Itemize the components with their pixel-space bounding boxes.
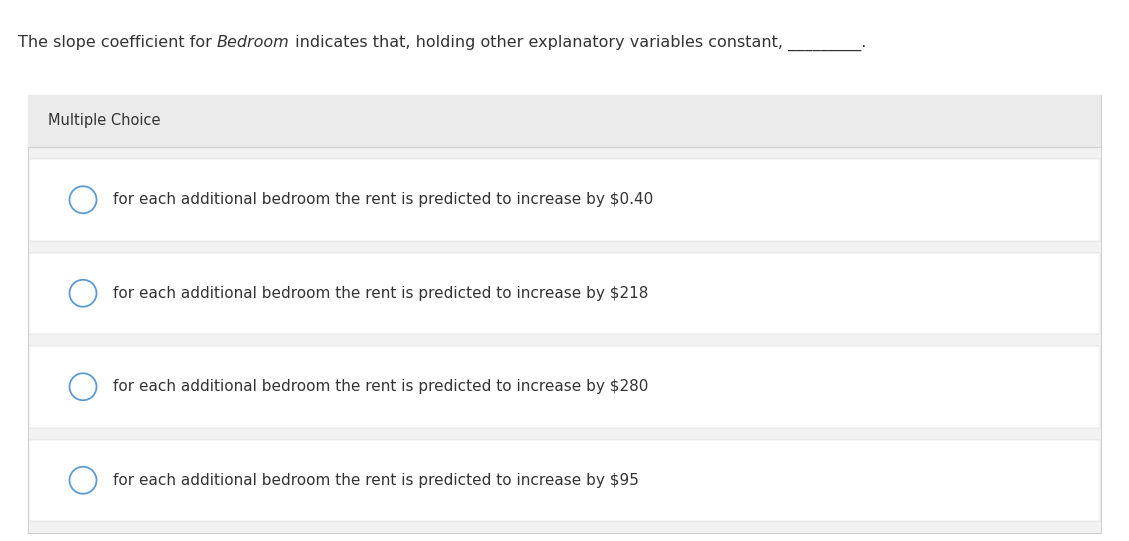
Text: The slope coefficient for: The slope coefficient for xyxy=(18,35,217,50)
Text: for each additional bedroom the rent is predicted to increase by $280: for each additional bedroom the rent is … xyxy=(113,379,648,394)
Text: Bedroom: Bedroom xyxy=(217,35,290,50)
Circle shape xyxy=(70,186,96,213)
FancyBboxPatch shape xyxy=(29,253,1100,334)
Text: for each additional bedroom the rent is predicted to increase by $0.40: for each additional bedroom the rent is … xyxy=(113,192,654,207)
FancyBboxPatch shape xyxy=(28,95,1101,147)
FancyBboxPatch shape xyxy=(29,346,1100,427)
Text: for each additional bedroom the rent is predicted to increase by $95: for each additional bedroom the rent is … xyxy=(113,473,639,488)
Text: indicates that, holding other explanatory variables constant, _________.: indicates that, holding other explanator… xyxy=(290,35,866,51)
FancyBboxPatch shape xyxy=(28,95,1101,533)
FancyBboxPatch shape xyxy=(29,159,1100,241)
Text: for each additional bedroom the rent is predicted to increase by $218: for each additional bedroom the rent is … xyxy=(113,286,648,301)
Circle shape xyxy=(70,467,96,494)
Circle shape xyxy=(70,373,96,400)
Text: Multiple Choice: Multiple Choice xyxy=(49,114,160,129)
FancyBboxPatch shape xyxy=(29,439,1100,521)
Circle shape xyxy=(70,280,96,307)
